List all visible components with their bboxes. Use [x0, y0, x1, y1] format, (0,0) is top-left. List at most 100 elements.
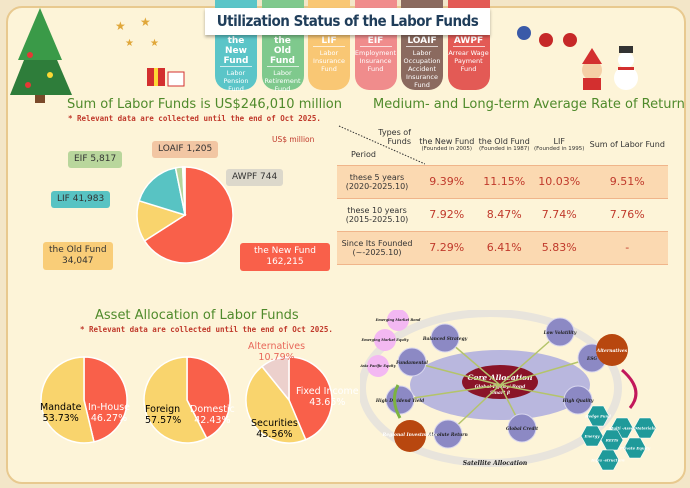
- table-row: Since Its Founded (~-2025.10) 7.29% 6.41% 5.…: [337, 231, 668, 265]
- sum-note: * Relevant data are collected until the …: [68, 114, 321, 123]
- label-old-fund: the Old Fund 34,047: [43, 242, 113, 270]
- santa-icon: [582, 48, 602, 90]
- table-row: these 5 years (2020-2025.10) 9.39% 11.15% 10…: [337, 165, 668, 199]
- pie-slice-awpf: [183, 166, 186, 216]
- return-value: 11.15%: [476, 165, 532, 199]
- satellite-node: [397, 347, 427, 377]
- regional-node: [374, 329, 396, 351]
- regional-node: [387, 310, 409, 331]
- satellite-node: [430, 323, 460, 353]
- label-domestic: Domestic 42.43%: [190, 404, 235, 426]
- christmas-tree-icon: [10, 8, 72, 103]
- fund-tab-name: AWPF: [452, 36, 485, 47]
- asset-heading: Asset Allocation of Labor Funds: [95, 308, 299, 323]
- pie-slice-securities: [245, 365, 307, 444]
- regional-item-label: Asia Pacific Equity: [360, 364, 397, 368]
- gift-box-icon: [147, 68, 185, 87]
- sum-heading: Sum of Labor Funds is US$246,010 million: [67, 97, 342, 112]
- label-in-house: In-House 46.27%: [88, 402, 131, 424]
- return-value: 10.03%: [531, 165, 587, 199]
- fund-tab-sub: Labor Retirement Fund: [264, 69, 301, 93]
- sum-pie-chart: [136, 166, 234, 264]
- returns-table: Types of Funds Period the New Fund (Found…: [337, 124, 668, 265]
- fund-tab-name: the Old Fund: [266, 36, 299, 67]
- return-value: 7.29%: [417, 231, 477, 265]
- satellite-node: [545, 317, 575, 347]
- alternative-item-label: Hedge Fund: [584, 414, 611, 419]
- label-foreign: Foreign 57.57%: [145, 404, 182, 426]
- return-value: 9.51%: [586, 165, 668, 199]
- returns-heading: Medium- and Long-term Average Rate of Re…: [373, 97, 685, 112]
- return-value: 7.76%: [586, 198, 668, 232]
- return-value: 7.92%: [417, 198, 477, 232]
- alternatives-node-label: Alternatives: [596, 348, 628, 354]
- label-mandate: Mandate 53.73%: [40, 402, 82, 424]
- return-value: -: [586, 231, 668, 265]
- star-icon: ★ ★ ★ ★: [115, 15, 159, 49]
- label-new-fund: the New Fund 162,215: [240, 243, 330, 271]
- unit-label: US$ million: [272, 135, 315, 144]
- fund-tab-sub: Labor Occupation Accident Insurance Fund: [403, 49, 441, 89]
- return-value: 5.83%: [531, 231, 587, 265]
- fund-tab-sub: Employment Insurance Fund: [354, 49, 397, 73]
- label-loaif: LOAIF 1,205: [152, 141, 219, 158]
- return-value: 8.47%: [476, 198, 532, 232]
- fund-tab-sub: Arrear Wage Payment Fund: [448, 49, 489, 73]
- fund-tab-sub: Labor Pension Fund: [223, 69, 249, 93]
- label-fixed-income: Fixed Income 43.65%: [296, 386, 359, 408]
- alternative-item-label: Multi -Asset: [608, 426, 635, 431]
- fund-tab-name: LOAIF: [406, 36, 438, 47]
- svg-text:★: ★: [115, 19, 126, 33]
- svg-text:★: ★: [125, 38, 134, 49]
- satellite-node: [433, 419, 463, 449]
- label-lif: LIF 41,983: [51, 191, 111, 208]
- satellite-label: Low Volatility: [543, 331, 577, 336]
- satellite-label: Fundamental: [395, 361, 428, 366]
- page-title: Utilization Status of the Labor Funds: [205, 8, 490, 35]
- return-value: 6.41%: [476, 231, 532, 265]
- alternative-item-label: Private Equity: [619, 446, 651, 451]
- label-alternatives: Alternatives 10.79%: [248, 341, 306, 363]
- satellite-allocation-label: Satellite Allocation: [463, 460, 528, 467]
- pie-slice-fixed-income: [288, 356, 333, 441]
- alternative-item-label: REITs: [605, 438, 619, 443]
- col-header: Sum of Labor Fund: [586, 124, 668, 166]
- return-value: 9.39%: [417, 165, 477, 199]
- pie-slice-alternatives: [260, 356, 290, 403]
- col-header: the New Fund (Founded in 2005): [417, 124, 477, 166]
- snowman-icon: [614, 46, 638, 90]
- pie-slice-domestic: [186, 356, 231, 440]
- alternative-hex: [623, 437, 647, 459]
- alternative-item-label: Energy: [584, 434, 601, 439]
- arrow-icon: [621, 368, 638, 409]
- col-header: the Old Fund (Founded in 1987): [476, 124, 532, 166]
- fund-tab-name: LIF: [313, 36, 345, 47]
- regional-item-label: Emerging Market Bond: [375, 318, 421, 322]
- satellite-label: ESG: [586, 357, 597, 362]
- asset-note: * Relevant data are collected until the …: [80, 325, 333, 334]
- alternative-hex: [596, 449, 620, 471]
- satellite-label: High Dividend Yield: [375, 399, 424, 404]
- satellite-label: Global Credit: [506, 427, 538, 432]
- satellite-node: [563, 385, 593, 415]
- fund-tab-name: the New Fund: [220, 36, 252, 67]
- pie-slice-lif: [138, 167, 186, 217]
- pie-slice-in-house: [83, 356, 128, 443]
- period-cell: these 5 years (2020-2025.10): [337, 165, 417, 199]
- asset-type-pie-chart: [245, 356, 333, 444]
- col-header: LIF (Founded in 1995): [531, 124, 587, 166]
- satellite-node: [507, 413, 537, 443]
- label-eif: EIF 5,817: [68, 151, 123, 168]
- pie-slice-the-new-fund: [143, 166, 234, 264]
- satellite-label: High Quality: [562, 399, 594, 404]
- pie-slice-foreign: [143, 356, 208, 444]
- corner-funds-label: Types of Funds: [378, 128, 411, 146]
- corner-period-label: Period: [351, 149, 376, 159]
- alternative-item-label: Materials: [634, 426, 656, 431]
- fund-tab-name: EIF: [359, 36, 392, 47]
- period-cell: Since Its Founded (~-2025.10): [337, 231, 417, 265]
- regional-item-label: Emerging Market Equity: [360, 338, 409, 342]
- svg-text:★: ★: [150, 38, 159, 49]
- label-awpf: AWPF 744: [226, 169, 284, 186]
